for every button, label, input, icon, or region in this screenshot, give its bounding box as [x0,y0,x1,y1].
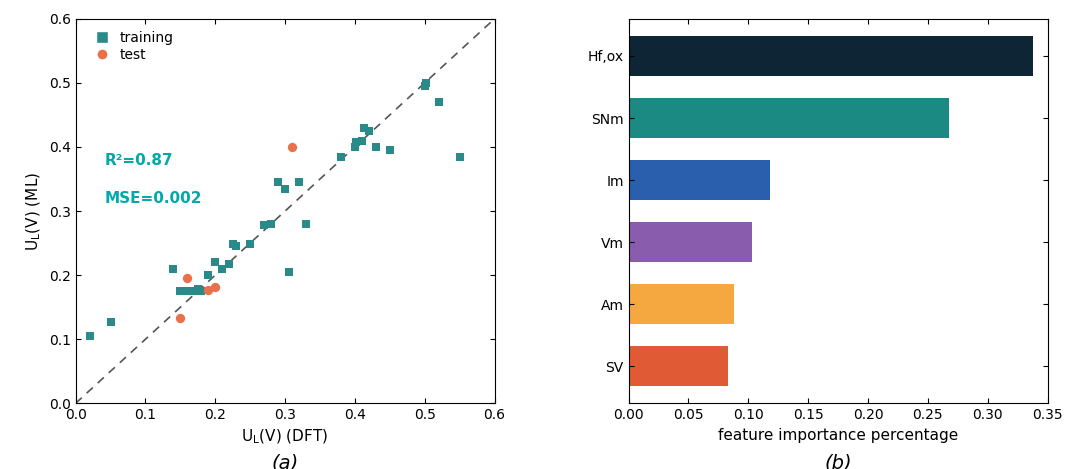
Bar [629,98,949,138]
training [430,98,447,106]
X-axis label: feature importance percentage: feature importance percentage [718,428,958,443]
training [355,124,373,131]
training [291,179,308,186]
training [270,179,287,186]
training [178,287,195,295]
training [200,272,217,279]
training [418,79,435,87]
Text: R²=0.87: R²=0.87 [105,153,174,168]
Bar [629,222,752,262]
test [206,283,224,290]
training [220,260,238,267]
Bar [629,284,734,324]
training [381,146,399,154]
training [175,287,192,295]
training [353,137,370,144]
training [256,221,273,229]
Bar [629,36,1034,76]
training [367,143,384,151]
training [333,153,350,160]
training [347,143,364,151]
Text: (a): (a) [271,454,299,469]
test [178,275,195,282]
training [361,127,378,135]
training [206,258,224,266]
training [186,287,203,295]
training [297,220,314,227]
Y-axis label: U$_{\rm L}$(V) (ML): U$_{\rm L}$(V) (ML) [25,172,43,250]
training [280,268,297,276]
test [283,143,300,151]
test [172,314,189,322]
Bar [629,160,770,200]
training [81,332,98,340]
training [165,265,183,272]
test [200,286,217,294]
Legend: training, test: training, test [82,26,179,68]
training [192,287,210,295]
training [224,241,241,248]
training [242,241,259,248]
training [262,220,280,227]
training [172,287,189,295]
training [102,318,119,325]
Bar [629,346,728,386]
Text: MSE=0.002: MSE=0.002 [105,191,202,206]
training [189,286,206,293]
training [276,185,294,192]
training [348,139,365,146]
Text: (b): (b) [824,454,852,469]
training [451,153,469,160]
training [416,83,433,90]
X-axis label: U$_{\rm L}$(V) (DFT): U$_{\rm L}$(V) (DFT) [242,428,328,446]
training [214,265,231,272]
training [228,242,245,250]
